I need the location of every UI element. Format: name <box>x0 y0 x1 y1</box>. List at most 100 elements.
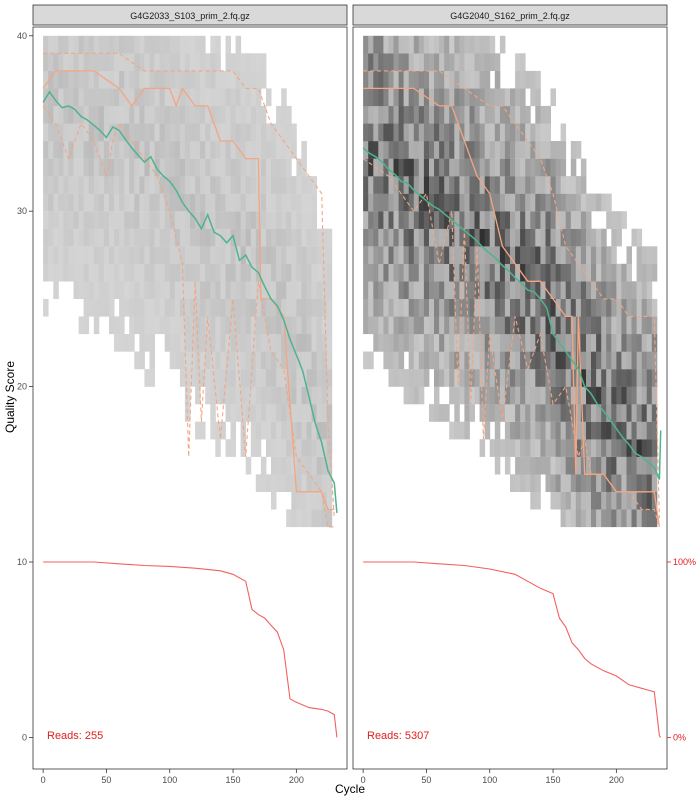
heatmap-cell <box>255 386 262 405</box>
heatmap-cell <box>621 509 627 528</box>
heatmap-cell <box>255 246 262 264</box>
heatmap-cell <box>230 351 236 370</box>
heatmap-cell <box>434 53 440 71</box>
heatmap-cell <box>591 281 597 299</box>
heatmap-cell <box>53 105 59 124</box>
heatmap-cell <box>494 316 501 335</box>
heatmap-cell <box>641 263 648 282</box>
heatmap-cell <box>434 263 440 282</box>
heatmap-cell <box>454 369 460 387</box>
heatmap-cell <box>646 351 653 370</box>
heatmap-cell <box>301 176 307 194</box>
heatmap-cell <box>464 53 470 71</box>
heatmap-cell <box>434 228 440 247</box>
heatmap-cell <box>565 509 572 528</box>
heatmap-cell <box>626 421 632 440</box>
heatmap-cell <box>124 228 130 247</box>
heatmap-cell <box>291 298 297 317</box>
heatmap-cell <box>220 351 226 370</box>
heatmap-cell <box>276 404 282 422</box>
heatmap-cell <box>260 316 267 335</box>
heatmap-cell <box>489 298 496 317</box>
heatmap-cell <box>93 158 100 177</box>
heatmap-cell <box>169 298 176 317</box>
heatmap-cell <box>429 211 435 229</box>
heatmap-cell <box>596 509 602 528</box>
heatmap-cell <box>245 316 252 335</box>
heatmap-cell <box>555 334 562 352</box>
heatmap-cell <box>636 386 643 405</box>
heatmap-cell <box>601 263 607 282</box>
heatmap-cell <box>398 351 405 370</box>
heatmap-cell <box>545 105 551 124</box>
heatmap-cell <box>205 386 211 405</box>
heatmap-cell <box>68 141 74 159</box>
heatmap-cell <box>200 53 206 71</box>
heatmap-cell <box>266 246 272 264</box>
heatmap-cell <box>515 105 521 124</box>
heatmap-cell <box>606 263 612 282</box>
heatmap-cell <box>326 456 333 475</box>
heatmap-cell <box>464 35 470 54</box>
heatmap-cell <box>260 158 267 177</box>
heatmap-cell <box>398 369 405 387</box>
heatmap-cell <box>454 53 460 71</box>
heatmap-cell <box>530 123 536 142</box>
heatmap-cell <box>321 263 328 282</box>
heatmap-cell <box>205 263 211 282</box>
heatmap-cell <box>631 228 637 247</box>
heatmap-cell <box>119 123 125 142</box>
heatmap-cell <box>586 456 592 475</box>
heatmap-cell <box>550 316 556 335</box>
x-tick-label: 0 <box>361 775 366 785</box>
heatmap-cell <box>606 351 612 370</box>
panel-strip-title: G4G2040_S162_prim_2.fq.gz <box>450 11 570 21</box>
heatmap-cell <box>114 53 120 71</box>
heatmap-cell <box>250 176 257 194</box>
heatmap-cell <box>281 421 287 440</box>
heatmap-cell <box>510 369 516 387</box>
heatmap-cell <box>575 386 582 405</box>
heatmap-cell <box>469 193 475 212</box>
heatmap-cell <box>109 158 115 177</box>
heatmap-cell <box>393 193 399 212</box>
heatmap-cell <box>240 263 247 282</box>
heatmap-cell <box>418 88 425 107</box>
heatmap-cell <box>114 316 120 335</box>
heatmap-cell <box>510 105 516 124</box>
heatmap-cell <box>398 211 405 229</box>
heatmap-cell <box>449 158 455 177</box>
heatmap-cell <box>296 456 302 475</box>
heatmap-cell <box>255 404 262 422</box>
heatmap-cell <box>560 123 567 142</box>
heatmap-cell <box>580 351 587 370</box>
heatmap-cell <box>73 193 79 212</box>
heatmap-cell <box>560 404 567 422</box>
heatmap-cell <box>454 228 460 247</box>
panel-border <box>32 26 348 770</box>
heatmap-cell <box>266 369 272 387</box>
heatmap-cell <box>616 211 622 229</box>
heatmap-cell <box>591 456 597 475</box>
heatmap-cell <box>68 193 74 212</box>
heatmap-cell <box>383 316 389 335</box>
x-tick-label: 150 <box>546 775 561 785</box>
heatmap-cell <box>184 386 191 405</box>
heatmap-cell <box>651 421 658 440</box>
heatmap-cell <box>515 211 521 229</box>
heatmap-cell <box>444 176 450 194</box>
heatmap-cell <box>195 298 201 317</box>
heatmap-cell <box>469 53 475 71</box>
heatmap-cell <box>53 88 59 107</box>
heatmap-cell <box>200 281 206 299</box>
heatmap-cell <box>429 141 435 159</box>
heatmap-cell <box>306 456 312 475</box>
heatmap-cell <box>205 123 211 142</box>
heatmap-cell <box>134 88 140 107</box>
heatmap-cell <box>276 474 282 492</box>
heatmap-cell <box>164 53 171 71</box>
heatmap-cell <box>78 193 85 212</box>
heatmap-cell <box>550 141 556 159</box>
heatmap-cell <box>494 105 501 124</box>
heatmap-cell <box>174 193 181 212</box>
